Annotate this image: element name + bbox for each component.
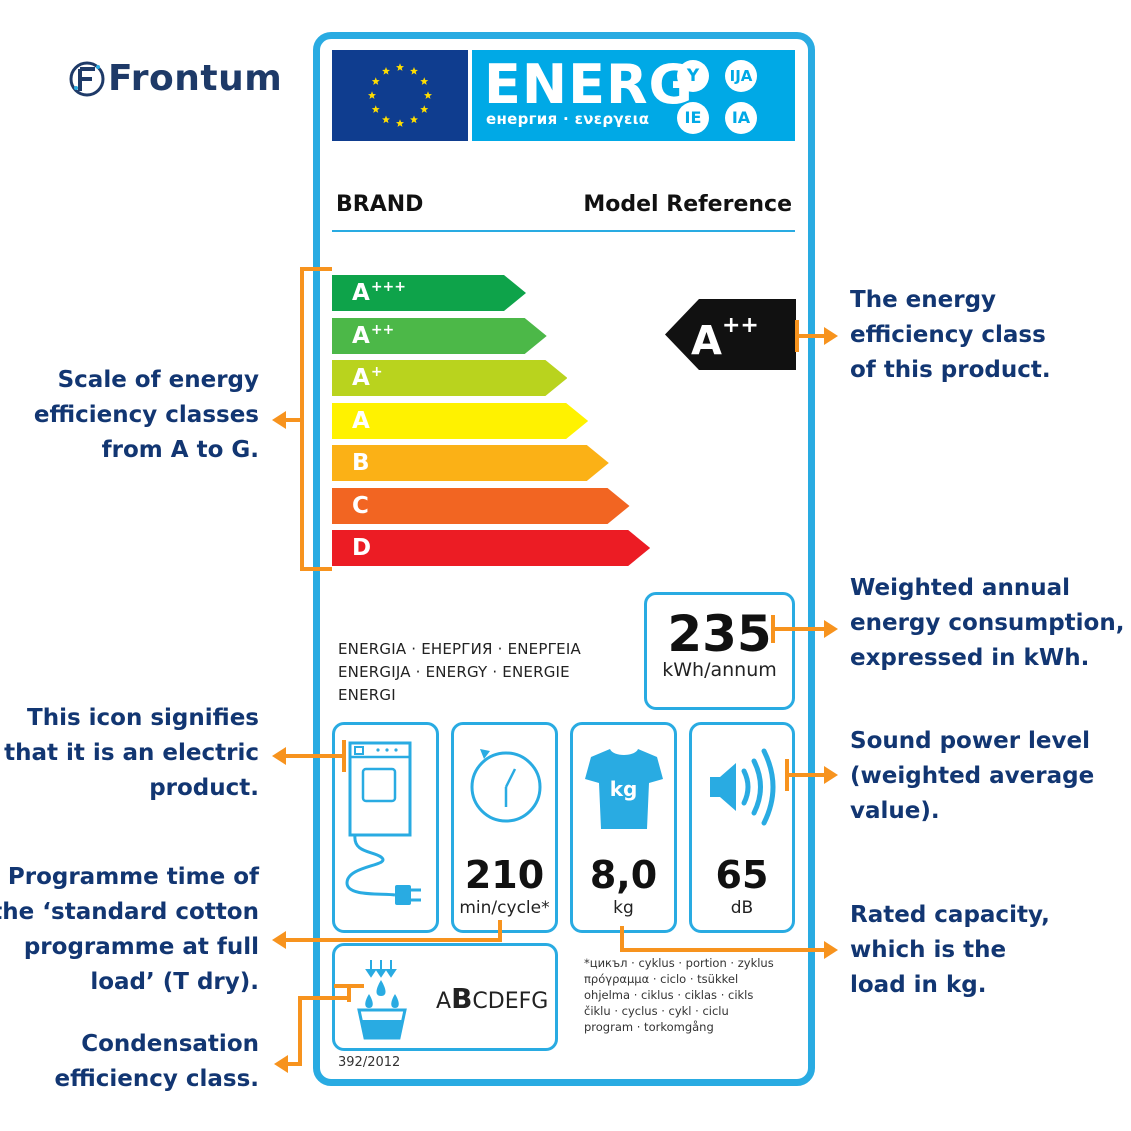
eu-star — [424, 91, 432, 99]
eu-star — [382, 67, 390, 75]
eu-star — [382, 115, 390, 124]
consumption-arrowhead — [824, 620, 838, 638]
tshirt-kg-text: kg — [609, 777, 638, 801]
scale-class-label: B — [352, 450, 370, 476]
noise-unit: dB — [730, 898, 754, 918]
annotation-sound: Sound power level (weighted average valu… — [850, 728, 1095, 824]
header-divider — [332, 230, 795, 232]
scale-class-arrow: A — [332, 402, 589, 439]
tshirt-icon — [585, 749, 663, 829]
noise-value: 65 — [715, 853, 769, 897]
scale-class-label: A + — [352, 364, 383, 391]
programme-arrowhead — [272, 931, 286, 949]
eu-flag — [332, 50, 468, 141]
class-arrowhead — [824, 327, 838, 345]
condensation-icon — [357, 960, 407, 1040]
capacity-unit: kg — [613, 898, 634, 918]
energy-languages: ENERGIA · ЕНЕРГИЯ · ΕΝΕΡΓΕΙΑ ENERGIJA · … — [338, 640, 581, 704]
scale-arrowhead — [272, 411, 286, 429]
eu-star — [410, 115, 418, 124]
annotation-condensation: Condensation efficiency class. — [54, 1031, 259, 1092]
energy-value: 235 — [667, 605, 772, 663]
noise-box: 65 dB — [689, 722, 795, 933]
condensation-box — [332, 943, 558, 1051]
eu-star — [396, 119, 404, 127]
annotation-consumption: Weighted annual energy consumption, expr… — [850, 575, 1125, 671]
annotation-scale: Scale of energy efficiency classes from … — [33, 367, 259, 463]
scale-class-label: C — [352, 492, 369, 519]
scale-class-label: A +++ — [352, 279, 407, 306]
regulation-number: 392/2012 — [338, 1055, 401, 1070]
annotation-electric: This icon signifies that it is an electr… — [4, 705, 259, 801]
suffix-bubble: IE — [677, 102, 709, 134]
annotation-class: The energy efficiency class of this prod… — [850, 287, 1051, 383]
scale-class-arrow: A ++ — [332, 317, 547, 354]
energy-banner: ENERG енергия · ενεργεια Y IJA IE IA — [472, 50, 795, 141]
product-class-arrow — [665, 299, 796, 370]
suffix-bubble: IA — [725, 102, 757, 134]
eu-star — [420, 105, 429, 113]
annotation-programme: Programme time of the ‘standard cotton p… — [0, 864, 259, 995]
eu-star — [396, 63, 404, 71]
suffix-bubble: IJA — [725, 60, 757, 92]
time-value: 210 — [464, 853, 545, 897]
suffix-bubble: Y — [677, 60, 709, 92]
eu-star — [410, 67, 418, 75]
energy-subtitle: енергия · ενεργεια — [486, 110, 650, 128]
speaker-icon — [710, 748, 776, 826]
time-unit: min/cycle* — [459, 898, 550, 918]
clock-icon — [470, 749, 542, 823]
condensation-arrowhead — [274, 1055, 288, 1073]
frontum-logo-icon — [69, 61, 105, 97]
eu-stars-icon — [368, 63, 432, 127]
electric-dryer-box — [332, 722, 439, 933]
scale-bracket — [300, 267, 332, 571]
capacity-arrow — [620, 926, 832, 952]
brand-text: BRAND — [336, 192, 424, 217]
product-class-indicator: A++ — [665, 299, 796, 370]
capacity-arrowhead — [824, 941, 838, 959]
scale-class-arrow: B — [332, 445, 609, 481]
energy-word: ENERG — [484, 53, 694, 116]
scale-class-label: D — [352, 535, 372, 561]
eu-star — [371, 105, 380, 113]
frontum-logo-text: Frontum — [108, 58, 283, 99]
condensation-class-scale: ABCDEFG — [436, 982, 549, 1015]
programme-time-box: 210 min/cycle* — [451, 722, 558, 933]
condensation-arrow — [280, 996, 302, 1066]
product-class-text: A++ — [691, 313, 759, 365]
scale-class-arrow: A + — [332, 360, 568, 396]
programme-arrow — [278, 920, 502, 942]
eu-star — [420, 77, 429, 85]
annotation-capacity: Rated capacity, which is the load in kg. — [850, 902, 1050, 998]
eu-star — [368, 91, 376, 99]
electric-dryer-icon — [345, 741, 421, 905]
cycle-footnote: *цикъл · cyklus · portion · zyklus πρόγρ… — [584, 956, 774, 1034]
capacity-value: 8,0 — [589, 853, 658, 897]
scale-class-arrow: C — [332, 487, 630, 524]
electric-arrowhead — [272, 747, 286, 765]
sound-arrowhead — [824, 766, 838, 784]
model-reference: Model Reference — [583, 192, 792, 217]
scale-class-arrow: D — [332, 530, 651, 566]
scale-class-label: A ++ — [352, 321, 395, 349]
capacity-box: kg 8,0 kg — [570, 722, 677, 933]
eu-star — [371, 77, 380, 85]
frontum-logo: Frontum — [68, 55, 282, 103]
energy-unit: kWh/annum — [662, 659, 777, 681]
scale-class-arrow: A +++ — [332, 275, 526, 311]
scale-class-label: A — [352, 407, 370, 434]
energy-consumption-box: 235 kWh/annum — [644, 592, 795, 710]
